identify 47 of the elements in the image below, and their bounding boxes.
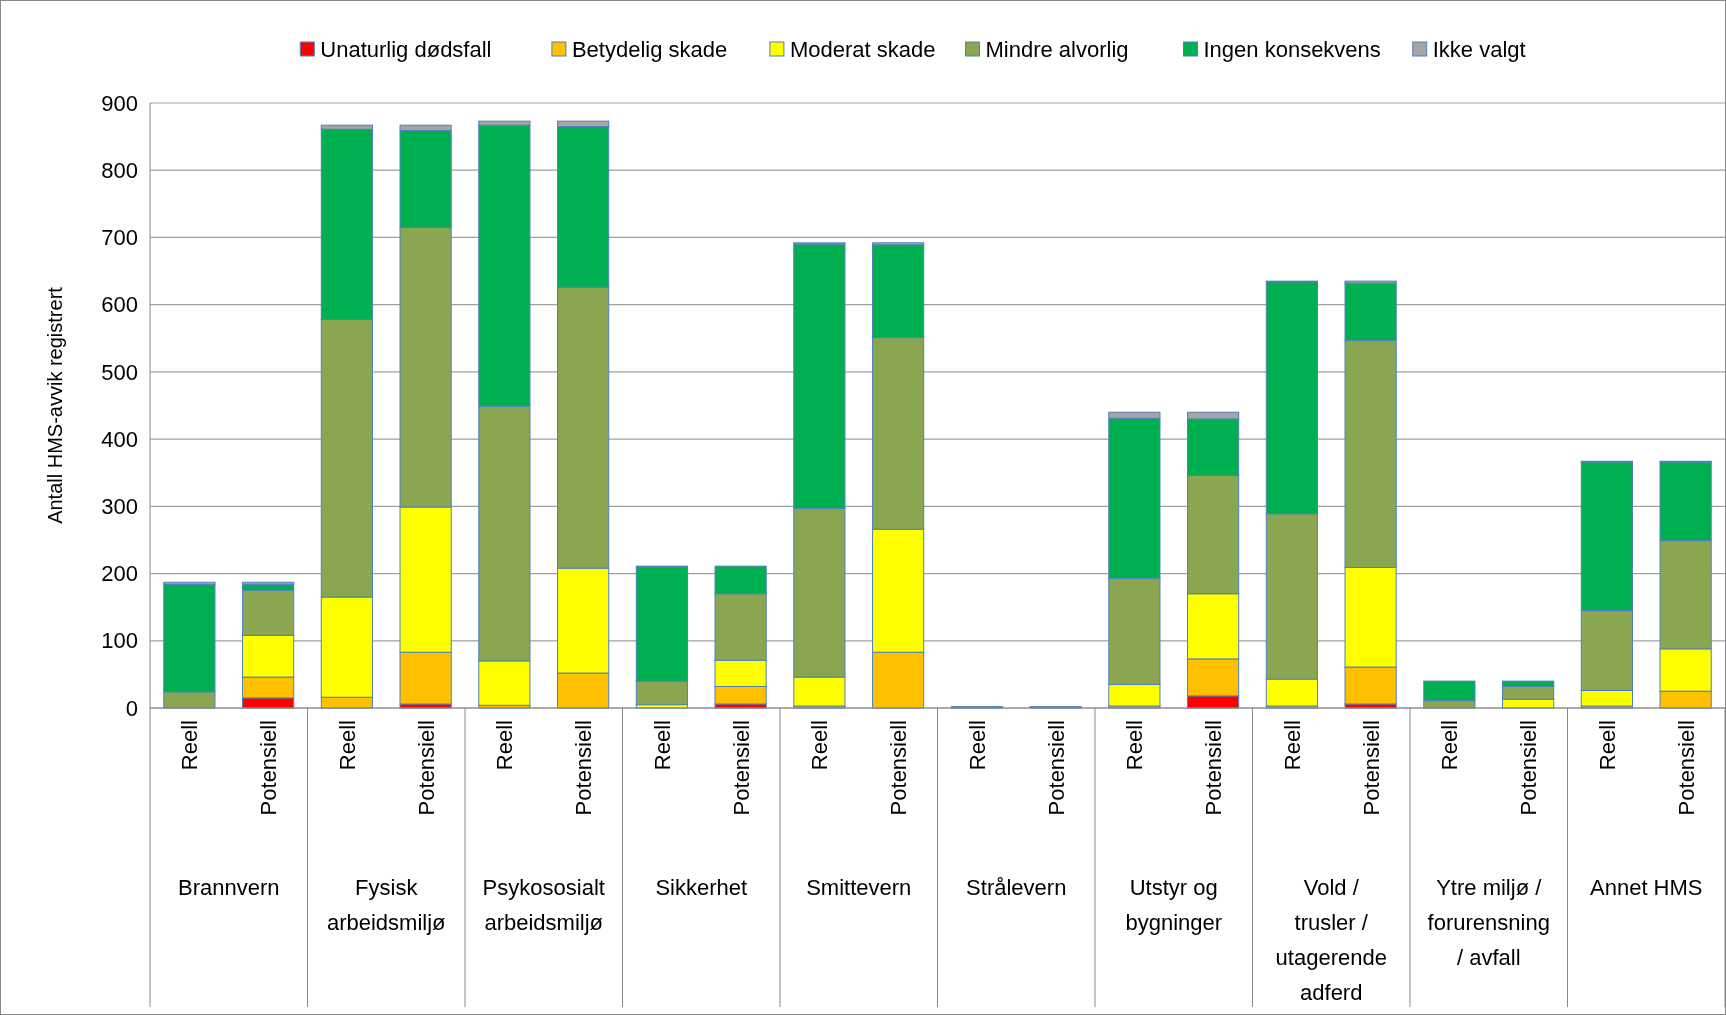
- x-tick-label: Reell: [964, 720, 990, 771]
- x-tick-label: Potensiell: [1201, 720, 1227, 816]
- y-tick-label: 0: [125, 695, 138, 721]
- legend-label: Unaturlig dødsfall: [320, 36, 492, 62]
- y-tick-label: 200: [101, 561, 138, 587]
- text: Psykososialt arbeidsmiljø: [482, 875, 605, 935]
- y-tick-label: 500: [101, 359, 138, 385]
- text: Ytre miljø / forurensning / avfall: [1427, 875, 1550, 970]
- y-axis-title: Antall HMS-avvik registrert: [44, 286, 66, 524]
- x-tick-label: Potensiell: [413, 720, 439, 816]
- text: Sikkerhet: [655, 875, 748, 900]
- x-tick-label: Potensiell: [1358, 720, 1384, 816]
- y-tick-label: 100: [101, 628, 138, 654]
- text: Utstyr og bygninger: [1125, 875, 1223, 935]
- legend-label: Betydelig skade: [571, 36, 728, 62]
- x-tick-label: Reell: [492, 720, 518, 771]
- y-tick-label: 900: [101, 90, 138, 116]
- y-tick-label: 400: [101, 426, 138, 452]
- x-tick-label: Potensiell: [1673, 720, 1699, 816]
- y-tick-label: 600: [101, 292, 138, 318]
- legend-label: Ingen konsekvens: [1203, 36, 1381, 62]
- x-tick-label: Potensiell: [571, 720, 597, 816]
- legend-label: Moderat skade: [789, 36, 936, 62]
- text: Smittevern: [806, 875, 912, 900]
- x-tick-label: Reell: [1279, 720, 1305, 771]
- x-tick-label: Reell: [1594, 720, 1620, 771]
- text: Strålevern: [966, 875, 1067, 900]
- x-tick-label: Potensiell: [256, 720, 282, 816]
- x-tick-label: Reell: [807, 720, 833, 771]
- legend-label: Ikke valgt: [1432, 36, 1526, 62]
- y-tick-label: 700: [101, 225, 138, 251]
- text: Vold / trusler / utagerende adferd: [1275, 875, 1387, 1005]
- y-tick-label: 800: [101, 157, 138, 183]
- y-tick-label: 300: [101, 494, 138, 520]
- x-tick-label: Potensiell: [1043, 720, 1069, 816]
- text: Annet HMS: [1590, 875, 1703, 900]
- x-tick-label: Potensiell: [1516, 720, 1542, 816]
- x-tick-label: Reell: [1122, 720, 1148, 771]
- text: Brannvern: [177, 875, 280, 900]
- text: Fysisk arbeidsmiljø: [326, 875, 446, 935]
- x-tick-label: Reell: [1437, 720, 1463, 771]
- x-tick-label: Reell: [334, 720, 360, 771]
- x-tick-label: Potensiell: [886, 720, 912, 816]
- x-tick-label: Reell: [649, 720, 675, 771]
- legend-label: Mindre alvorlig: [985, 36, 1129, 62]
- x-tick-label: Reell: [177, 720, 203, 771]
- x-tick-label: Potensiell: [728, 720, 754, 816]
